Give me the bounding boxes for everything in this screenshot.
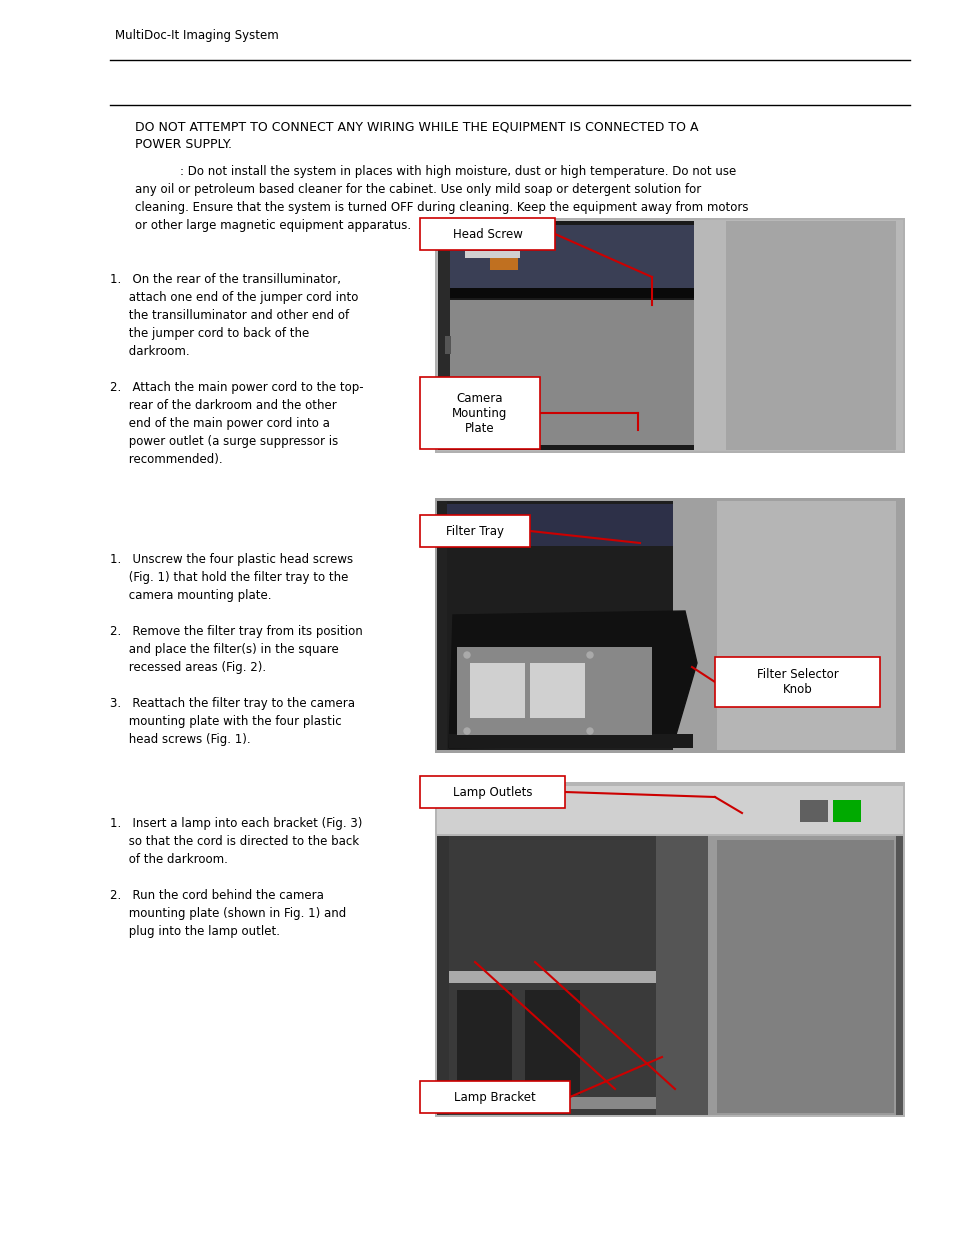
FancyBboxPatch shape [449, 1097, 655, 1109]
FancyBboxPatch shape [450, 221, 694, 450]
FancyBboxPatch shape [436, 836, 449, 1115]
FancyBboxPatch shape [447, 501, 672, 750]
Text: 1.   Unscrew the four plastic head screws
     (Fig. 1) that hold the filter tra: 1. Unscrew the four plastic head screws … [110, 553, 362, 746]
Text: MultiDoc-It Imaging System: MultiDoc-It Imaging System [115, 28, 278, 42]
Text: Camera
Mounting
Plate: Camera Mounting Plate [452, 391, 507, 435]
FancyBboxPatch shape [456, 990, 512, 1095]
FancyBboxPatch shape [490, 258, 517, 270]
FancyBboxPatch shape [800, 800, 827, 823]
Text: Filter Selector
Knob: Filter Selector Knob [756, 668, 838, 697]
Text: Lamp Outlets: Lamp Outlets [453, 785, 532, 799]
FancyBboxPatch shape [419, 377, 539, 450]
FancyBboxPatch shape [419, 1081, 569, 1113]
FancyBboxPatch shape [470, 663, 524, 718]
FancyBboxPatch shape [436, 220, 902, 451]
Circle shape [586, 727, 593, 734]
FancyBboxPatch shape [464, 251, 519, 258]
FancyBboxPatch shape [447, 504, 672, 546]
Circle shape [463, 727, 470, 734]
FancyBboxPatch shape [524, 990, 579, 1095]
Polygon shape [449, 611, 697, 748]
FancyBboxPatch shape [436, 785, 902, 834]
Text: : Do not install the system in places with high moisture, dust or high temperatu: : Do not install the system in places wi… [135, 165, 748, 232]
FancyBboxPatch shape [725, 221, 895, 450]
FancyBboxPatch shape [717, 501, 895, 750]
FancyBboxPatch shape [419, 776, 564, 808]
FancyBboxPatch shape [419, 219, 555, 249]
FancyBboxPatch shape [449, 971, 655, 983]
FancyBboxPatch shape [449, 734, 692, 748]
FancyBboxPatch shape [419, 515, 530, 547]
FancyBboxPatch shape [714, 657, 879, 706]
FancyBboxPatch shape [450, 225, 694, 290]
Text: 1.   Insert a lamp into each bracket (Fig. 3)
     so that the cord is directed : 1. Insert a lamp into each bracket (Fig.… [110, 818, 362, 939]
FancyBboxPatch shape [436, 501, 447, 750]
FancyBboxPatch shape [707, 836, 895, 1115]
FancyBboxPatch shape [435, 782, 904, 1116]
Circle shape [586, 652, 593, 658]
FancyBboxPatch shape [435, 219, 904, 453]
FancyBboxPatch shape [450, 300, 694, 445]
FancyBboxPatch shape [444, 336, 451, 354]
FancyBboxPatch shape [456, 647, 651, 735]
FancyBboxPatch shape [832, 800, 861, 823]
Text: DO NOT ATTEMPT TO CONNECT ANY WIRING WHILE THE EQUIPMENT IS CONNECTED TO A
POWER: DO NOT ATTEMPT TO CONNECT ANY WIRING WHI… [135, 120, 698, 151]
FancyBboxPatch shape [717, 840, 893, 1113]
FancyBboxPatch shape [435, 498, 904, 753]
FancyBboxPatch shape [437, 221, 450, 450]
FancyBboxPatch shape [530, 663, 584, 718]
Text: Filter Tray: Filter Tray [446, 525, 503, 537]
Circle shape [463, 652, 470, 658]
FancyBboxPatch shape [450, 288, 694, 298]
Text: Lamp Bracket: Lamp Bracket [454, 1091, 536, 1104]
Circle shape [471, 426, 475, 430]
Text: 1.   On the rear of the transilluminator,
     attach one end of the jumper cord: 1. On the rear of the transilluminator, … [110, 273, 363, 466]
Text: Head Screw: Head Screw [452, 227, 522, 241]
FancyBboxPatch shape [436, 836, 902, 1115]
FancyBboxPatch shape [449, 836, 655, 1115]
